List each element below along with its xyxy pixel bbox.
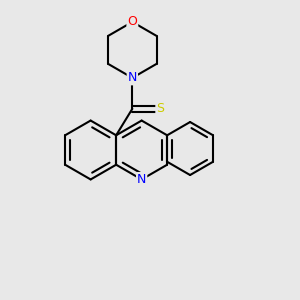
- Text: N: N: [137, 173, 146, 186]
- Text: S: S: [156, 102, 164, 115]
- Text: N: N: [128, 71, 137, 84]
- Text: O: O: [128, 15, 137, 28]
